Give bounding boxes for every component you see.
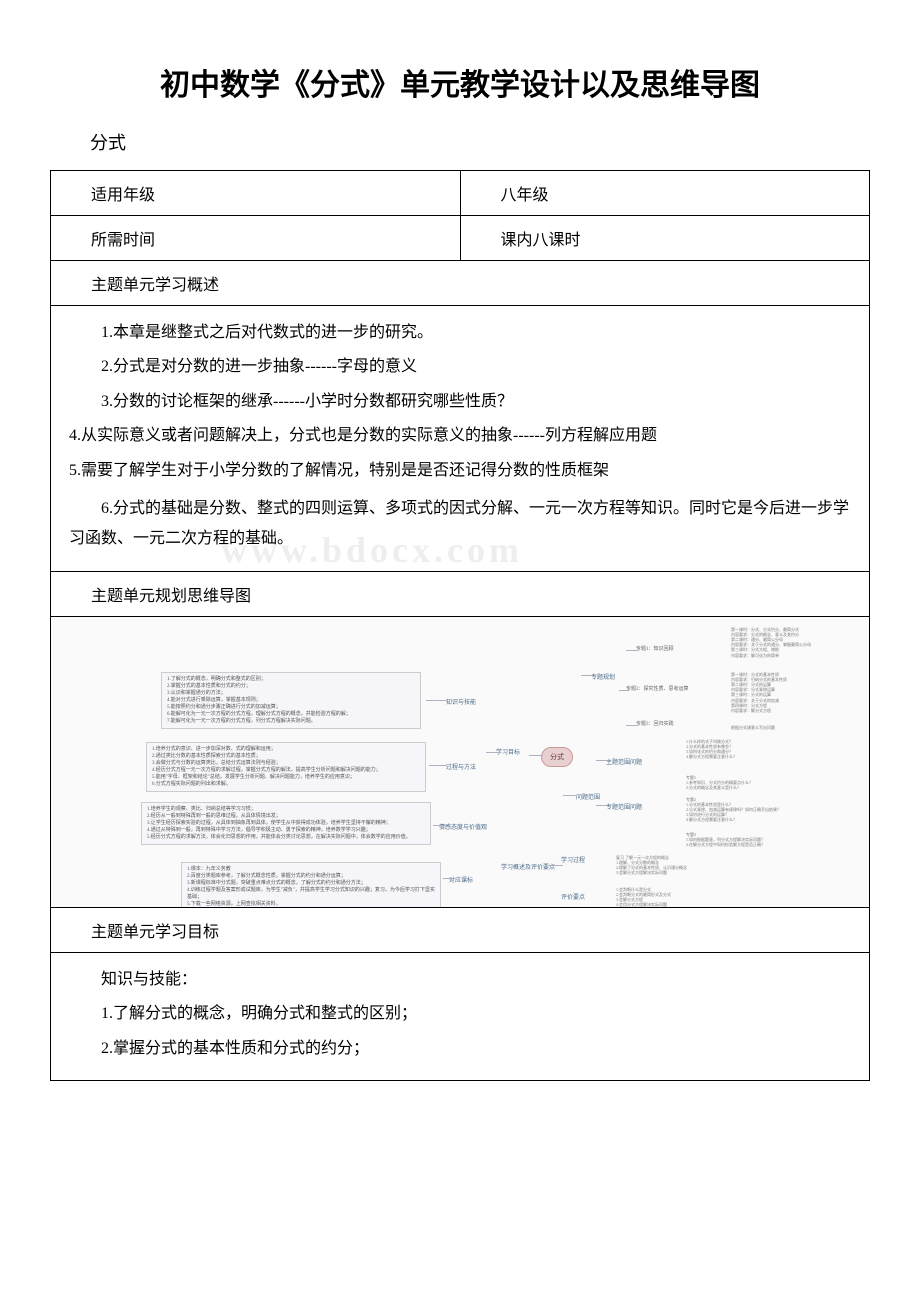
table-row: 主题单元规划思维导图 xyxy=(51,571,870,616)
grade-label: 适用年级 xyxy=(51,171,461,216)
mindmap-detail: 第一课时：分式的基本性质内容要求：归纳分式的基本性质第二课时：分式的运算内容要求… xyxy=(731,672,787,714)
mindmap-connector xyxy=(429,765,447,766)
grade-value: 八年级 xyxy=(460,171,870,216)
table-row: 适用年级 八年级 xyxy=(51,171,870,216)
goals-header: 主题单元学习目标 xyxy=(51,907,870,952)
mindmap-connector xyxy=(596,760,608,761)
mindmap-node: 情感态度与价值观 xyxy=(439,822,487,831)
mindmap-detail: 复习 了解一元一次方程的概念1.理解、分式分数的概念2.理解了分式的基本性质、认… xyxy=(616,855,687,876)
main-table: 适用年级 八年级 所需时间 课内八课时 主题单元学习概述 1.本章是继整式之后对… xyxy=(50,170,870,1081)
mindmap-node: 专题3：回归实践 xyxy=(636,722,674,729)
mindmap-detail: 评价要点 xyxy=(561,892,585,901)
mindmap-detail: 专题11.参考知识、分式约分的精要点什么？2.分式的概念及其意义是什么？ xyxy=(686,775,753,791)
goals-item: 2.掌握分式的基本性质和分式的约分； xyxy=(69,1034,851,1064)
mindmap-connector xyxy=(549,865,563,866)
mindmap-text-box: 1.了解分式的概念，明确分式和整式的区别；2.掌握分式的基本性质和分式的约分；3… xyxy=(161,672,421,729)
overview-item: 1.本章是继整式之后对代数式的进一步的研究。 xyxy=(69,318,851,348)
mindmap-text-box: 1.培养学生的观察、类比、归纳总结等学习习惯；2.经历从一般到特殊再到一般的思维… xyxy=(141,802,431,845)
goals-subheader: 知识与技能： xyxy=(69,965,851,995)
table-row: 分式 1.了解分式的概念，明确分式和整式的区别；2.掌握分式的基本性质和分式的约分… xyxy=(51,616,870,907)
table-row: 知识与技能： 1.了解分式的概念，明确分式和整式的区别； 2.掌握分式的基本性质… xyxy=(51,952,870,1080)
mindmap-connector xyxy=(619,690,629,691)
mindmap-node: 对应课标 xyxy=(449,875,473,884)
mindmap-node: 学习概述及评价要点 xyxy=(501,862,555,871)
mindmap-detail: 学习过程 xyxy=(561,855,585,864)
time-value: 课内八课时 xyxy=(460,216,870,261)
mindmap-text-box: 1.培养分式的意识、进一步加深对数、式的理解和运用；2.通过类比分数的基本性质探… xyxy=(146,742,426,792)
overview-item: 5.需要了解学生对于小学分数的了解情况，特别是是否还记得分数的性质框架 xyxy=(69,456,851,486)
mindmap-detail: 1.会判断什么是分式2.会判断分式的最简形式及分式3.会解分式方程4.会用分式方… xyxy=(616,887,671,907)
table-row: 所需时间 课内八课时 xyxy=(51,216,870,261)
mindmap-text-box: 1.课本：九年义务教2.百度分类题库参考，了解分式概念性质，掌握分式的约分和通分… xyxy=(181,862,441,907)
mindmap-connector xyxy=(596,805,608,806)
table-row: 主题单元学习概述 xyxy=(51,261,870,306)
mindmap-detail: 专题21.分式的基本性质是什么？2.分式乘除、加减运算有规律吗？如何正确写出结果… xyxy=(686,797,781,823)
time-label: 所需时间 xyxy=(51,216,461,261)
mindmap-connector xyxy=(433,825,447,826)
overview-item: 4.从实际意义或者问题解决上，分式也是分数的实际意义的抽象------列方程解应… xyxy=(69,421,851,451)
mindmap-node: 专题规划 xyxy=(591,672,615,681)
mindmap-connector xyxy=(529,755,543,756)
overview-item: 6.分式的基础是分数、整式的四则运算、多项式的因式分解、一元一次方程等知识。同时… xyxy=(69,494,851,555)
page-title: 初中数学《分式》单元教学设计以及思维导图 xyxy=(50,60,870,104)
mindmap-node: 知识与技能 xyxy=(446,697,476,706)
mindmap-connector xyxy=(581,675,593,676)
goals-content: 知识与技能： 1.了解分式的概念，明确分式和整式的区别； 2.掌握分式的基本性质… xyxy=(51,952,870,1080)
mindmap-connector xyxy=(443,878,453,879)
overview-header: 主题单元学习概述 xyxy=(51,261,870,306)
mindmap-node: 过程与方法 xyxy=(446,762,476,771)
table-row: 1.本章是继整式之后对代数式的进一步的研究。 2.分式是对分数的进一步抽象---… xyxy=(51,306,870,572)
subtitle: 分式 xyxy=(90,129,870,155)
mindmap-connector xyxy=(426,700,446,701)
mindmap-detail: 根据分式课意义写出问题 xyxy=(731,725,775,730)
mindmap-detail: 第一课时：分式、分式约分、最简分式内容要求：分式的概念、意义及其约分第二课时：通… xyxy=(731,627,811,658)
table-row: 主题单元学习目标 xyxy=(51,907,870,952)
mindmap-center: 分式 xyxy=(541,747,573,767)
mindmap-node: 专题1：知识回顾 xyxy=(636,647,674,654)
mindmap-cell: 分式 1.了解分式的概念，明确分式和整式的区别；2.掌握分式的基本性质和分式的约分… xyxy=(51,616,870,907)
mindmap-detail: 专题31.如何根据题意，列分式方程解决实际问题？2.在解分式方程中如何检验解方程… xyxy=(686,832,765,848)
mindmap-node: 专题2：探究性质、思考运算 xyxy=(626,687,689,694)
mindmap-header: 主题单元规划思维导图 xyxy=(51,571,870,616)
mindmap-node: 主题范围问题 xyxy=(606,757,642,766)
mindmap-connector xyxy=(626,650,638,651)
overview-item: 2.分式是对分数的进一步抽象------字母的意义 xyxy=(69,352,851,382)
mindmap-diagram: 分式 1.了解分式的概念，明确分式和整式的区别；2.掌握分式的基本性质和分式的约分… xyxy=(51,617,869,907)
mindmap-node: 学习目标 xyxy=(496,747,520,756)
goals-item: 1.了解分式的概念，明确分式和整式的区别； xyxy=(69,999,851,1029)
mindmap-node: 专题范围问题 xyxy=(606,802,642,811)
mindmap-connector xyxy=(486,752,498,753)
mindmap-detail: 1.什么样的式子叫做分式？2.分式的基本性质有哪些？3.如何化式的约分和通分？4… xyxy=(686,739,737,760)
mindmap-node: 问题范围 xyxy=(576,792,600,801)
overview-item: 3.分数的讨论框架的继承------小学时分数都研究哪些性质？ xyxy=(69,387,851,417)
mindmap-connector xyxy=(563,795,577,796)
mindmap-connector xyxy=(626,725,638,726)
overview-content: 1.本章是继整式之后对代数式的进一步的研究。 2.分式是对分数的进一步抽象---… xyxy=(51,306,870,572)
